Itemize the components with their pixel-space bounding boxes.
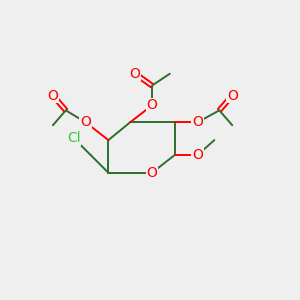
Text: O: O <box>192 148 203 162</box>
Text: O: O <box>146 166 158 180</box>
Text: O: O <box>80 115 91 129</box>
Text: O: O <box>146 98 158 112</box>
Text: O: O <box>47 88 58 103</box>
Text: O: O <box>192 115 203 129</box>
Text: O: O <box>227 88 238 103</box>
Text: O: O <box>130 67 141 81</box>
Text: Cl: Cl <box>67 131 80 145</box>
